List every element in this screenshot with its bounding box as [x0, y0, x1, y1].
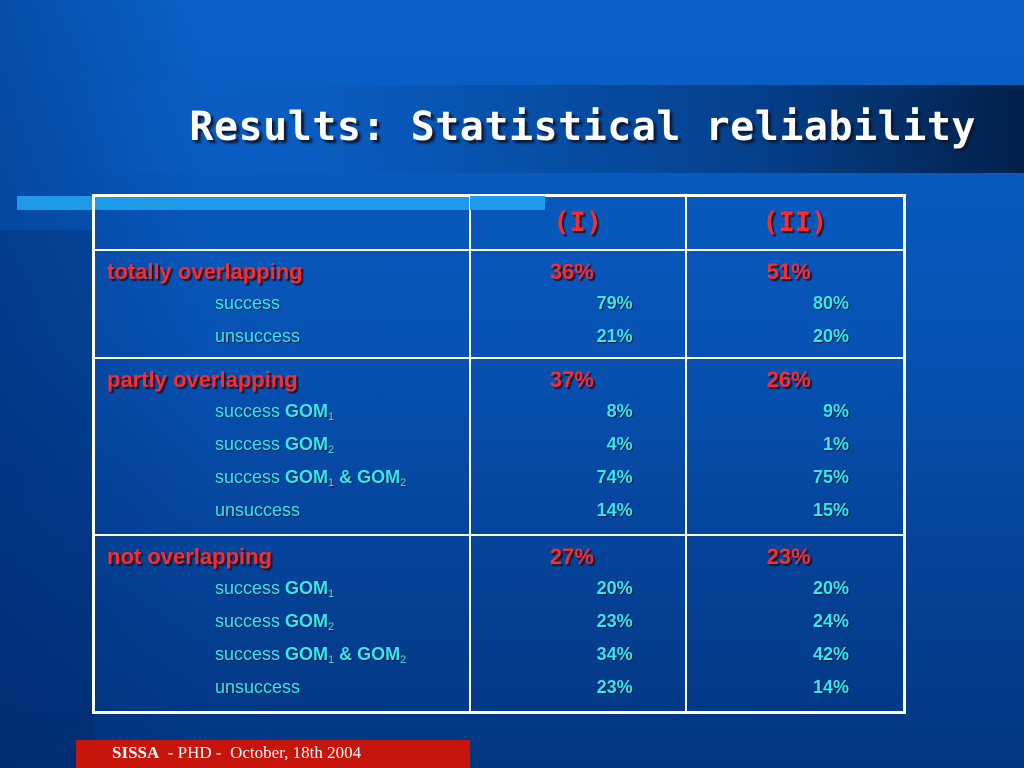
outcome-label: unsuccess: [95, 671, 469, 704]
gom-label: GOM: [357, 466, 401, 487]
ampersand: &: [334, 466, 358, 487]
gom-subscript: 2: [328, 620, 335, 633]
header-col-II: (II): [684, 194, 906, 251]
outcome-label: success GOM1 & GOM2: [95, 638, 469, 671]
gom-label: GOM: [357, 643, 401, 664]
outcome-label: success GOM2: [95, 605, 469, 638]
outcome-percentage: 79%: [596, 292, 633, 313]
outcome-label: unsuccess: [95, 494, 469, 527]
outcome-percentage: 34%: [596, 643, 633, 664]
category-label: partly overlapping: [107, 366, 298, 392]
outcome-percentage: 8%: [606, 400, 633, 421]
outcome-percentage: 14%: [596, 499, 633, 520]
value-cell-II: 23% 20% 24% 42% 14%: [684, 533, 906, 714]
outcome-percentage: 4%: [606, 433, 633, 454]
category-percentage: 37%: [549, 366, 594, 392]
gom-label: GOM: [285, 400, 329, 421]
outcome-prefix: unsuccess: [215, 676, 301, 697]
outcome-label: unsuccess: [95, 320, 469, 353]
category-label: not overlapping: [107, 543, 272, 569]
gom-label: GOM: [285, 466, 329, 487]
accent-line-segment: [470, 196, 545, 210]
outcome-percentage: 23%: [596, 676, 633, 697]
gom-subscript: 2: [400, 476, 407, 489]
gom-subscript: 1: [328, 410, 335, 423]
gom-subscript: 1: [328, 653, 335, 666]
outcome-percentage: 14%: [812, 676, 849, 697]
outcome-percentage: 1%: [822, 433, 849, 454]
category-percentage: 26%: [766, 366, 811, 392]
outcome-percentage: 20%: [812, 577, 849, 598]
gom-subscript: 1: [328, 587, 335, 600]
outcome-prefix: success: [215, 577, 286, 598]
table-body: totally overlapping success unsuccess 36% 79…: [92, 248, 906, 714]
outcome-label: success GOM1 & GOM2: [95, 461, 469, 494]
category-label: totally overlapping: [107, 258, 303, 284]
table-row: not overlapping success GOM1 success GOM2 s…: [92, 533, 906, 714]
value-cell-II: 26% 9% 1% 75% 15%: [684, 356, 906, 536]
category-cell: not overlapping success GOM1 success GOM2 s…: [92, 533, 471, 714]
outcome-prefix: success: [215, 610, 286, 631]
outcome-prefix: unsuccess: [215, 325, 301, 346]
outcome-percentage: 80%: [812, 292, 849, 313]
outcome-percentage: 23%: [596, 610, 633, 631]
outcome-percentage: 75%: [812, 466, 849, 487]
gom-subscript: 2: [328, 443, 335, 456]
outcome-label: success: [95, 287, 469, 320]
category-cell: totally overlapping success unsuccess: [92, 248, 471, 359]
ampersand: &: [334, 643, 358, 664]
gom-subscript: 2: [400, 653, 407, 666]
outcome-percentage: 74%: [596, 466, 633, 487]
category-percentage: 51%: [766, 258, 811, 284]
category-percentage: 23%: [766, 543, 811, 569]
footer-text: - PHD - October, 18th 2004: [159, 743, 362, 762]
table-row: partly overlapping success GOM1 success GO…: [92, 356, 906, 536]
outcome-percentage: 9%: [822, 400, 849, 421]
gom-label: GOM: [285, 610, 329, 631]
results-table-wrapper: (I) (II) totally overlapping success unsuc…: [92, 194, 906, 714]
outcome-percentage: 21%: [596, 325, 633, 346]
outcome-percentage: 20%: [596, 577, 633, 598]
value-cell-I: 27% 20% 23% 34% 23%: [468, 533, 687, 714]
outcome-prefix: success: [215, 400, 286, 421]
gom-label: GOM: [285, 433, 329, 454]
outcome-label: success GOM1: [95, 395, 469, 428]
outcome-prefix: success: [215, 292, 281, 313]
table-row: totally overlapping success unsuccess 36% 79…: [92, 248, 906, 359]
gom-label: GOM: [285, 577, 329, 598]
outcome-label: success GOM2: [95, 428, 469, 461]
slide-footer: SISSA - PHD - October, 18th 2004: [76, 740, 470, 768]
header-empty: [92, 194, 471, 251]
category-percentage: 36%: [549, 258, 594, 284]
value-cell-II: 51% 80% 20%: [684, 248, 906, 359]
footer-org: SISSA: [112, 743, 160, 762]
category-cell: partly overlapping success GOM1 success GO…: [92, 356, 471, 536]
outcome-prefix: success: [215, 466, 286, 487]
outcome-percentage: 42%: [812, 643, 849, 664]
background-left-band-inner: [0, 230, 95, 768]
outcome-label: success GOM1: [95, 572, 469, 605]
value-cell-I: 37% 8% 4% 74% 14%: [468, 356, 687, 536]
gom-subscript: 1: [328, 476, 335, 489]
outcome-prefix: success: [215, 643, 286, 664]
slide-title: Results: Statistical reliability: [189, 104, 976, 150]
outcome-percentage: 24%: [812, 610, 849, 631]
category-percentage: 27%: [549, 543, 594, 569]
outcome-percentage: 20%: [812, 325, 849, 346]
gom-label: GOM: [285, 643, 329, 664]
outcome-prefix: success: [215, 433, 286, 454]
outcome-prefix: unsuccess: [215, 499, 301, 520]
results-table: (I) (II) totally overlapping success unsuc…: [92, 194, 906, 714]
outcome-percentage: 15%: [812, 499, 849, 520]
title-bar: [85, 85, 1024, 173]
value-cell-I: 36% 79% 21%: [468, 248, 687, 359]
